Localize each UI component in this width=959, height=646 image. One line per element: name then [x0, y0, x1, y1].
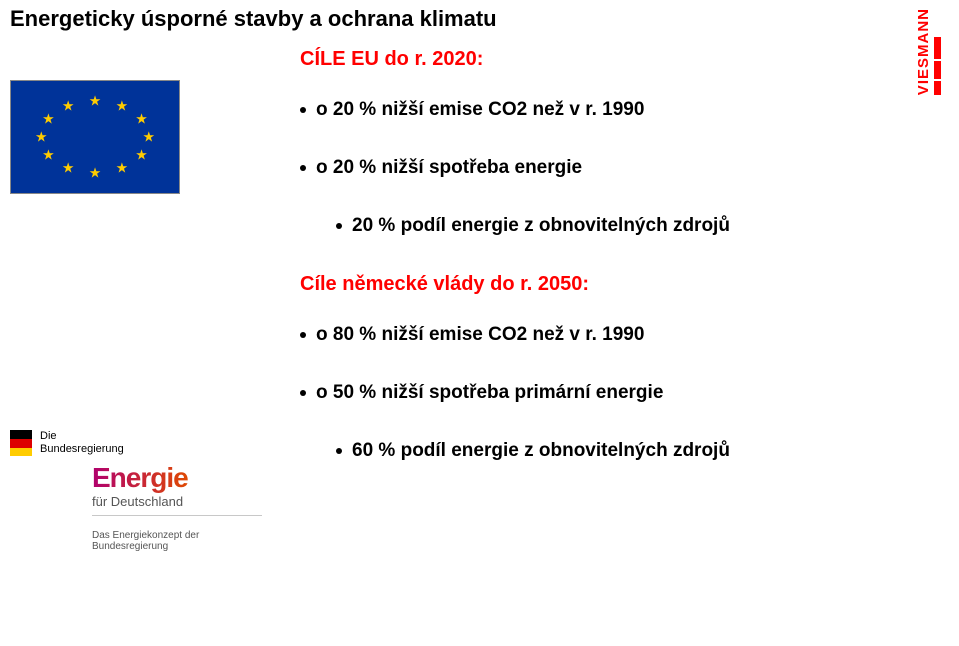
brand-bar	[934, 37, 941, 59]
bullet-line: o 20 % nižší spotřeba energie	[300, 157, 860, 179]
gov-row: ✦ Die Bundesregierung	[10, 430, 270, 456]
eu-star-icon: ★	[135, 146, 148, 163]
eu-flag-inner: ★★★★★★★★★★★★	[11, 81, 179, 193]
de-heading: Cíle německé vlády do r. 2050:	[300, 273, 860, 296]
brand-name: VIESMANN	[915, 8, 932, 95]
brand-bar	[934, 81, 941, 95]
brand-bar	[934, 61, 941, 79]
energie-sub: für Deutschland	[92, 494, 270, 509]
bullet-dot-icon	[336, 223, 342, 229]
eu-star-icon: ★	[116, 160, 129, 177]
energie-word: Energie	[92, 462, 270, 494]
bullet-dot-icon	[300, 390, 306, 396]
brand-logo: VIESMANN	[915, 8, 941, 95]
eu-star-icon: ★	[62, 97, 75, 114]
bundesregierung-logo: ✦ Die Bundesregierung Energie für Deutsc…	[10, 430, 270, 552]
bullet-text: 60 % podíl energie z obnovitelných zdroj…	[352, 440, 730, 462]
eu-bullets: o 20 % nižší emise CO2 než v r. 1990 o 20…	[300, 99, 860, 237]
eu-star-icon: ★	[142, 129, 155, 146]
eu-star-icon: ★	[89, 164, 102, 181]
bullet-dot-icon	[300, 332, 306, 338]
bullet-line: o 50 % nižší spotřeba primární energie	[300, 382, 860, 404]
bullet-line: o 20 % nižší emise CO2 než v r. 1990	[300, 99, 860, 121]
bullet-dot-icon	[336, 448, 342, 454]
eu-star-icon: ★	[62, 160, 75, 177]
page-title: Energeticky úsporné stavby a ochrana kli…	[10, 6, 497, 32]
eagle-icon: ✦	[10, 430, 32, 456]
content-column: CÍLE EU do r. 2020: o 20 % nižší emise C…	[300, 48, 860, 498]
eu-star-icon: ★	[116, 97, 129, 114]
bullet-line: 60 % podíl energie z obnovitelných zdroj…	[336, 440, 860, 462]
eu-star-icon: ★	[42, 111, 55, 128]
gov-line2: Bundesregierung	[40, 443, 124, 456]
eu-star-icon: ★	[42, 146, 55, 163]
bullet-text: o 80 % nižší emise CO2 než v r. 1990	[316, 324, 644, 346]
gov-line1: Die	[40, 430, 124, 443]
eu-heading: CÍLE EU do r. 2020:	[300, 48, 860, 71]
eu-star-icon: ★	[35, 129, 48, 146]
bullet-text: o 20 % nižší spotřeba energie	[316, 157, 582, 179]
bullet-dot-icon	[300, 107, 306, 113]
bullet-text: o 20 % nižší emise CO2 než v r. 1990	[316, 99, 644, 121]
bullet-text: o 50 % nižší spotřeba primární energie	[316, 382, 663, 404]
energie-block: Energie für Deutschland Das Energiekonze…	[92, 462, 270, 552]
bullet-dot-icon	[300, 165, 306, 171]
bullet-line: o 80 % nižší emise CO2 než v r. 1990	[300, 324, 860, 346]
energie-tag: Das Energiekonzept der Bundesregierung	[92, 530, 270, 552]
bullet-text: 20 % podíl energie z obnovitelných zdroj…	[352, 215, 730, 237]
divider	[92, 515, 262, 516]
de-bullets: o 80 % nižší emise CO2 než v r. 1990 o 50…	[300, 324, 860, 462]
eu-flag-icon: ★★★★★★★★★★★★	[10, 80, 180, 194]
eu-star-icon: ★	[135, 111, 148, 128]
germany-flag-icon: ✦	[10, 430, 32, 456]
brand-bars	[934, 37, 941, 95]
gov-text: Die Bundesregierung	[40, 430, 124, 456]
bullet-line: 20 % podíl energie z obnovitelných zdroj…	[336, 215, 860, 237]
eu-star-icon: ★	[89, 93, 102, 110]
